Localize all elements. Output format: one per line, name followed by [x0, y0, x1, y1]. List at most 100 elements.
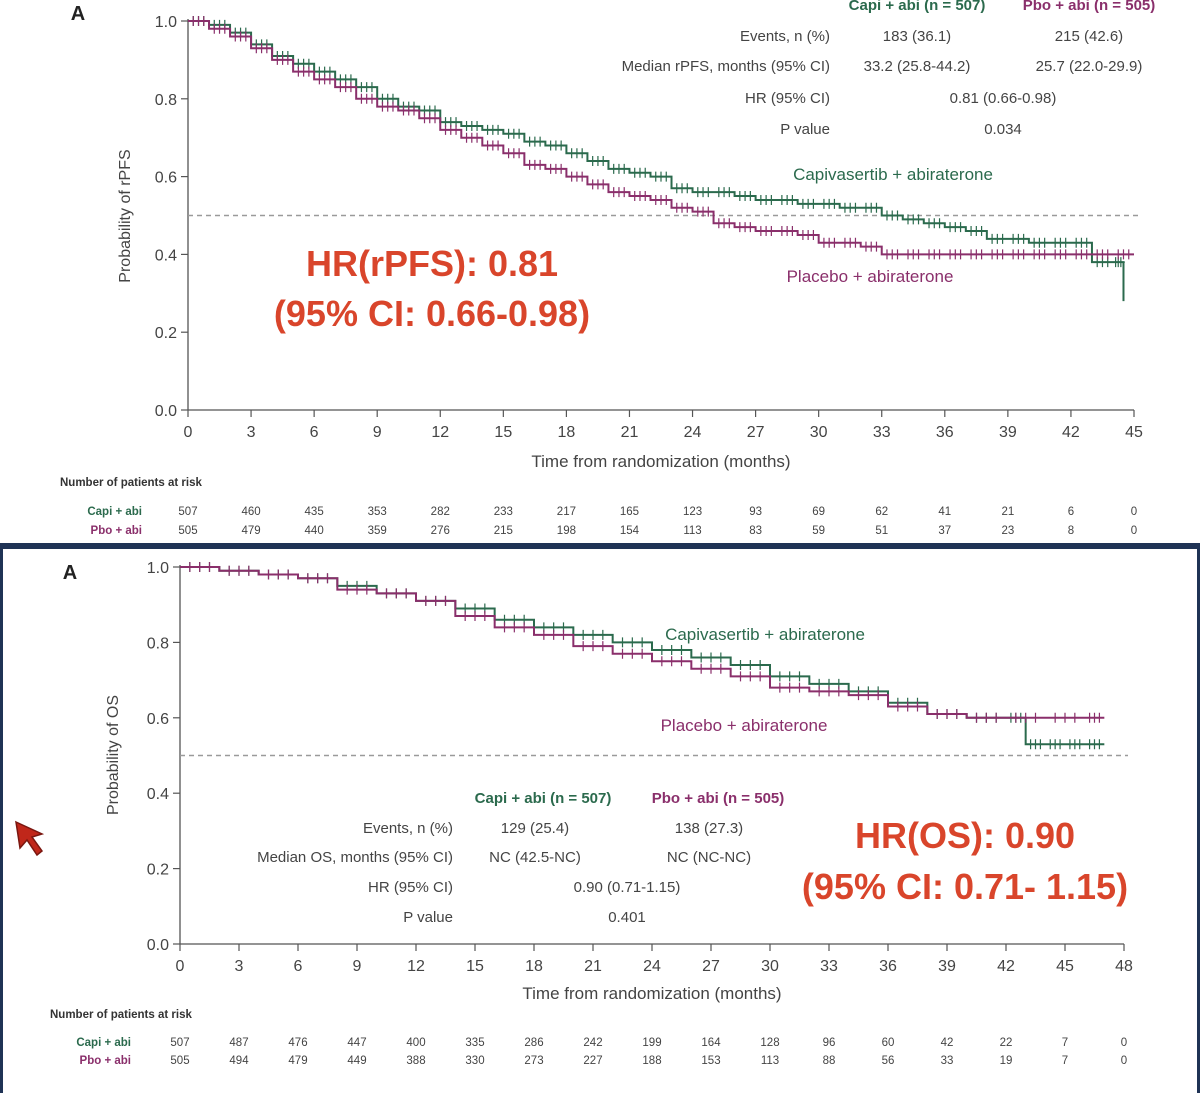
- os-at-risk-value: 507: [170, 1037, 189, 1049]
- os-censor-mark-pbo: [913, 701, 922, 712]
- os-x-tick-label: 24: [643, 958, 661, 975]
- rpfs-censor-mark-pbo: [494, 140, 503, 151]
- os-censor-mark-pbo: [707, 663, 715, 674]
- rpfs-censor-mark-pbo: [662, 194, 671, 205]
- os-at-risk-value: 476: [288, 1037, 307, 1049]
- rpfs-censor-mark-capi: [977, 226, 986, 237]
- os-censor-mark-pbo: [323, 573, 332, 584]
- os-censor-mark-pbo: [874, 690, 883, 701]
- rpfs-panel: A 0.0 0.2 0.4 0.6 0.8 1.0 0 3 6 9 12 15 18 21 24 27 30 33 3…: [0, 0, 1200, 543]
- rpfs-x-tick-label: 12: [431, 424, 449, 441]
- rpfs-curve-label-capi: Capivasertib + abiraterone: [793, 165, 993, 184]
- rpfs-at-risk-value: 0: [1131, 525, 1137, 537]
- rpfs-censor-mark-capi: [620, 163, 629, 174]
- rpfs-at-risk-title: Number of patients at risk: [60, 477, 202, 489]
- rpfs-at-risk-value: 460: [241, 506, 260, 518]
- pointer-arrow-icon: [15, 820, 45, 857]
- os-at-risk-value: 330: [465, 1055, 484, 1067]
- rpfs-censor-mark-capi: [1040, 237, 1049, 248]
- rpfs-at-risk-value: 69: [812, 506, 825, 518]
- rpfs-censor-mark-capi: [367, 82, 376, 93]
- rpfs-table-pbo-value: 215 (42.6): [1055, 28, 1123, 45]
- os-censor-mark-pbo: [657, 656, 666, 667]
- rpfs-at-risk-value: 59: [812, 525, 825, 537]
- rpfs-hr-annotation-line2: (95% CI: 0.66-0.98): [274, 293, 590, 334]
- rpfs-curve-label-pbo: Placebo + abiraterone: [787, 267, 954, 286]
- rpfs-censor-mark-pbo: [431, 113, 440, 124]
- os-censor-mark-capi: [618, 637, 627, 648]
- rpfs-censor-mark-capi: [515, 128, 524, 139]
- os-at-risk-value: 56: [882, 1055, 895, 1067]
- os-censor-mark-pbo: [539, 629, 548, 640]
- os-at-risk-value: 479: [288, 1055, 307, 1067]
- os-censor-mark-pbo: [854, 690, 863, 701]
- os-at-risk-value: 7: [1062, 1037, 1068, 1049]
- rpfs-at-risk-value: 233: [494, 506, 513, 518]
- rpfs-table-row-label: HR (95% CI): [745, 90, 830, 107]
- rpfs-censor-mark-pbo: [536, 159, 545, 170]
- rpfs-at-risk-value: 505: [178, 525, 197, 537]
- os-censor-mark-capi: [785, 671, 794, 682]
- os-censor-mark-pbo: [795, 682, 804, 693]
- rpfs-x-tick-label: 24: [684, 424, 702, 441]
- rpfs-table-combined-value: 0.034: [984, 121, 1022, 138]
- os-x-tick-label: 18: [525, 958, 543, 975]
- rpfs-censor-mark-capi: [725, 187, 734, 198]
- rpfs-censor-mark-pbo: [599, 179, 608, 190]
- os-censor-mark-pbo: [284, 569, 293, 580]
- os-y-tick-label: 0.4: [147, 786, 169, 803]
- rpfs-censor-mark-pbo: [1082, 249, 1091, 260]
- rpfs-table-row-label: Median rPFS, months (95% CI): [622, 58, 830, 75]
- rpfs-x-tick-label: 15: [494, 424, 512, 441]
- rpfs-censor-mark-capi: [809, 198, 818, 209]
- rpfs-censor-mark-capi: [998, 233, 1007, 244]
- rpfs-censor-mark-capi: [872, 202, 881, 213]
- rpfs-censor-mark-pbo: [199, 16, 208, 26]
- rpfs-x-tick-label: 30: [810, 424, 828, 441]
- os-censor-mark-capi: [589, 629, 597, 640]
- rpfs-censor-mark-capi: [662, 171, 671, 182]
- os-at-risk-value: 153: [701, 1055, 720, 1067]
- rpfs-y-axis-label: Probability of rPFS: [117, 149, 134, 282]
- os-censor-mark-capi: [579, 629, 588, 640]
- os-censor-mark-capi: [657, 644, 666, 655]
- rpfs-x-tick-label: 45: [1125, 424, 1143, 441]
- os-at-risk-value: 227: [583, 1055, 602, 1067]
- os-censor-mark-pbo: [579, 641, 588, 652]
- rpfs-at-risk-value: 23: [1001, 525, 1014, 537]
- os-x-tick-label: 48: [1115, 958, 1133, 975]
- rpfs-censor-mark-pbo: [683, 202, 692, 213]
- os-at-risk-value: 242: [583, 1037, 602, 1049]
- rpfs-censor-mark-pbo: [346, 82, 355, 93]
- os-censor-mark-pbo: [303, 573, 312, 584]
- os-censor-mark-pbo: [274, 569, 283, 580]
- rpfs-at-risk-label-pbo: Pbo + abi: [91, 525, 142, 537]
- rpfs-censor-mark-pbo: [325, 74, 334, 85]
- rpfs-censor-mark-pbo: [1019, 249, 1028, 260]
- os-at-risk-value: 19: [1000, 1055, 1013, 1067]
- os-x-tick-label: 21: [584, 958, 602, 975]
- os-x-tick-label: 9: [353, 958, 362, 975]
- os-table-header-capi: Capi + abi (n = 507): [475, 790, 612, 807]
- os-censor-mark-pbo: [441, 595, 450, 606]
- os-y-tick-label: 0.2: [147, 862, 169, 879]
- os-censor-mark-pbo: [313, 573, 322, 584]
- os-censor-mark-pbo: [638, 648, 647, 659]
- os-censor-mark-pbo: [697, 663, 706, 674]
- os-censor-mark-pbo: [834, 686, 843, 697]
- os-at-risk-value: 0: [1121, 1037, 1127, 1049]
- os-at-risk-value: 60: [882, 1037, 895, 1049]
- os-censor-mark-pbo: [893, 701, 902, 712]
- os-x-tick-label: 0: [176, 958, 185, 975]
- os-censor-mark-pbo: [362, 584, 371, 595]
- rpfs-censor-mark-pbo: [893, 249, 902, 260]
- os-panel-right-border: [1197, 549, 1200, 1093]
- os-panel-left-border: [0, 549, 3, 1093]
- rpfs-censor-mark-capi: [830, 198, 839, 209]
- os-censor-mark-pbo: [1061, 712, 1069, 723]
- rpfs-x-tick-label: 3: [247, 424, 256, 441]
- os-at-risk-value: 273: [524, 1055, 543, 1067]
- rpfs-at-risk-value: 83: [749, 525, 762, 537]
- rpfs-censor-mark-capi: [1019, 233, 1028, 244]
- rpfs-censor-mark-capi: [704, 187, 713, 198]
